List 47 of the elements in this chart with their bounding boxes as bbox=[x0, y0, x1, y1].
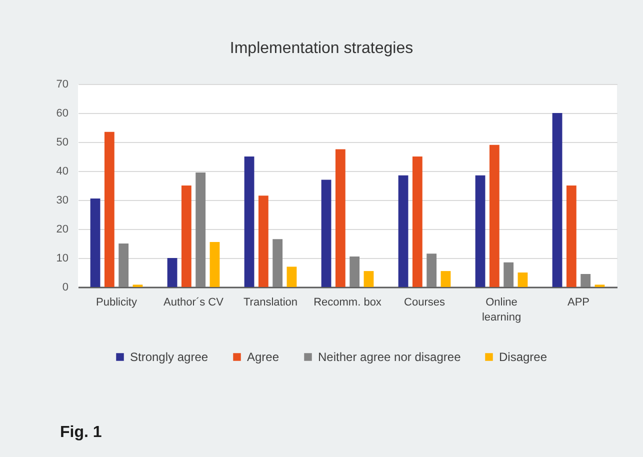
bar bbox=[440, 271, 451, 287]
bar bbox=[566, 186, 576, 287]
y-tick-label: 40 bbox=[56, 166, 68, 178]
bar bbox=[118, 244, 129, 287]
bar bbox=[321, 180, 332, 287]
chart-title: Implementation strategies bbox=[230, 40, 414, 57]
y-tick-label: 60 bbox=[56, 108, 68, 120]
y-tick-label: 0 bbox=[62, 282, 68, 294]
bar bbox=[580, 274, 591, 287]
bar bbox=[196, 172, 206, 287]
y-tick-label: 30 bbox=[56, 194, 68, 206]
bar bbox=[210, 242, 220, 287]
y-tick-label: 10 bbox=[56, 252, 68, 264]
bar bbox=[244, 156, 254, 287]
bar bbox=[181, 186, 192, 287]
bar bbox=[350, 256, 360, 287]
y-tick-label: 70 bbox=[56, 78, 68, 90]
bar bbox=[258, 196, 268, 287]
x-tick-label: APP bbox=[567, 296, 590, 308]
bar bbox=[504, 262, 514, 287]
bar bbox=[426, 254, 437, 287]
bar bbox=[335, 149, 346, 287]
x-tick-label: Translation bbox=[243, 296, 298, 308]
bar bbox=[518, 272, 528, 287]
bar bbox=[167, 258, 178, 287]
x-tick-label: Publicity bbox=[96, 296, 138, 308]
x-tick-label: Online learning bbox=[482, 296, 522, 324]
bar bbox=[412, 156, 422, 287]
x-tick-label: Author´s CV bbox=[164, 296, 224, 308]
bar bbox=[398, 175, 408, 287]
bar bbox=[286, 266, 297, 287]
y-tick-label: 50 bbox=[56, 136, 68, 148]
bar bbox=[364, 271, 374, 287]
y-tick-label: 20 bbox=[56, 224, 68, 236]
bar bbox=[475, 175, 486, 287]
bar bbox=[489, 144, 500, 287]
legend-label: Agree bbox=[247, 350, 280, 364]
x-tick-label: Courses bbox=[404, 296, 446, 308]
legend-label: Disagree bbox=[499, 350, 548, 364]
bar bbox=[552, 113, 562, 287]
caption: Fig. 1 bbox=[60, 424, 102, 441]
legend-label: Neither agree nor disagree bbox=[318, 350, 462, 364]
bar bbox=[272, 239, 283, 287]
bar bbox=[104, 132, 114, 287]
legend-label: Strongly agree bbox=[130, 350, 208, 364]
bar bbox=[90, 198, 100, 287]
x-tick-label: Recomm. box bbox=[314, 296, 382, 308]
